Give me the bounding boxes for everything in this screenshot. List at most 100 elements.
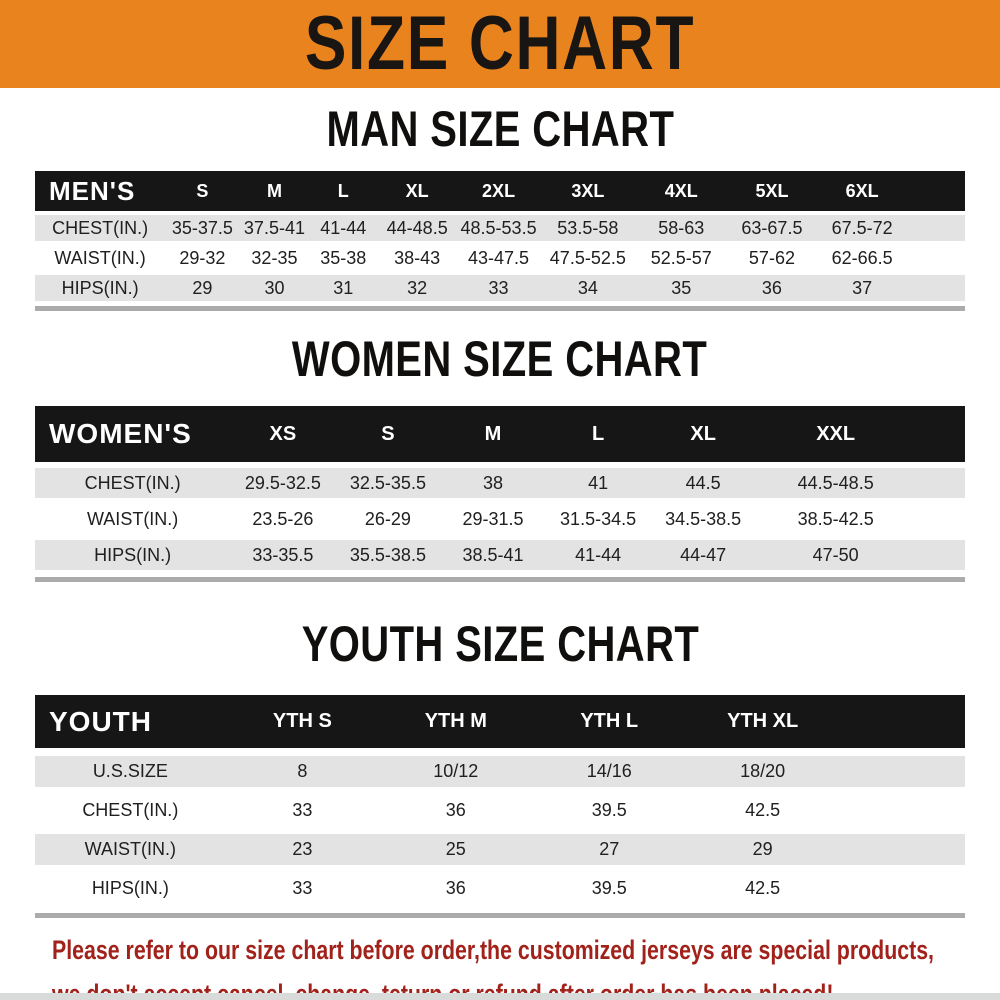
measurement-value: 33-35.5 [230,540,336,570]
size-column-header: L [309,171,378,211]
measurement-label: U.S.SIZE [35,756,226,787]
measurement-value: 33 [457,275,540,301]
footer-notice: Please refer to our size chart before or… [52,928,1000,1000]
measurement-value: 32 [377,275,458,301]
measurement-value: 29-31.5 [440,504,546,534]
measurement-value: 8 [225,756,380,787]
measurement-value: 37.5-41 [239,215,310,241]
measurement-row: HIPS(IN.) 29 30 31 32 33 34 35 36 37 [35,275,965,301]
size-column-header: M [440,406,546,462]
size-column-header: L [545,406,651,462]
measurement-value: 41-44 [309,215,378,241]
measurement-value: 18/20 [685,756,840,787]
measurement-row: CHEST(IN.) 29.5-32.5 32.5-35.5 38 41 44.5 44.5… [35,468,965,498]
banner: SIZE CHART [0,0,1000,88]
measurement-label: HIPS(IN.) [35,540,231,570]
measurement-label: CHEST(IN.) [35,215,166,241]
measurement-value: 32-35 [239,245,310,271]
row-spacer-cell [907,245,965,271]
measurement-label: WAIST(IN.) [35,834,226,865]
size-column-header: S [165,171,240,211]
size-column-header: 5XL [726,171,818,211]
measurement-value: 31 [309,275,378,301]
size-table-header-row: WOMEN'S XS S M L XL XXL [35,406,965,462]
measurement-value: 26-29 [335,504,441,534]
women-size-table: WOMEN'S XS S M L XL XXL CHEST(IN.) 29.5-32.5 32.5… [35,400,965,576]
measurement-label: CHEST(IN.) [35,795,226,826]
measurement-row: HIPS(IN.) 33-35.5 35.5-38.5 38.5-41 41-44 44-… [35,540,965,570]
measurement-row: WAIST(IN.) 29-32 32-35 35-38 38-43 43-47.5 47.… [35,245,965,271]
measurement-value: 36 [379,873,533,904]
measurement-value: 52.5-57 [635,245,727,271]
women-size-heading: WOMEN SIZE CHART [0,331,1000,387]
measurement-value: 67.5-72 [817,215,908,241]
size-column-header: 3XL [539,171,636,211]
table-group-label: MEN'S [35,171,166,211]
measurement-label: WAIST(IN.) [35,504,231,534]
youth-size-heading: YOUTH SIZE CHART [0,616,1000,672]
measurement-label: CHEST(IN.) [35,468,231,498]
measurement-value: 35-38 [309,245,378,271]
measurement-value: 30 [239,275,310,301]
row-spacer-cell [915,468,965,498]
size-column-header: YTH L [532,695,686,748]
measurement-value: 35 [635,275,727,301]
measurement-value: 27 [532,834,686,865]
measurement-value: 57-62 [726,245,818,271]
measurement-value: 33 [225,873,380,904]
measurement-label: HIPS(IN.) [35,873,226,904]
size-column-header: 2XL [457,171,540,211]
size-column-header: XL [650,406,756,462]
measurement-value: 14/16 [532,756,686,787]
row-spacer-cell [839,756,965,787]
row-spacer-cell [907,215,965,241]
measurement-value: 44-47 [650,540,756,570]
size-column-header: XXL [755,406,916,462]
measurement-row: U.S.SIZE 8 10/12 14/16 18/20 [35,756,965,787]
women-size-heading-text: WOMEN SIZE CHART [292,331,708,387]
measurement-value: 34 [539,275,636,301]
measurement-value: 36 [379,795,533,826]
row-spacer-cell [839,834,965,865]
measurement-value: 38 [440,468,546,498]
measurement-value: 39.5 [532,795,686,826]
measurement-value: 38.5-41 [440,540,546,570]
man-size-section: MAN SIZE CHART MEN'S S M L XL 2XL 3XL 4XL 5XL 6XL… [0,101,1000,311]
women-size-section: WOMEN SIZE CHART WOMEN'S XS S M L XL XXL CHEST(… [0,331,1000,582]
measurement-value: 35-37.5 [165,215,240,241]
row-spacer-cell [839,795,965,826]
man-size-table: MEN'S S M L XL 2XL 3XL 4XL 5XL 6XL CHEST(IN.) 35-37… [35,167,965,305]
measurement-row: CHEST(IN.) 35-37.5 37.5-41 41-44 44-48.5 48.5… [35,215,965,241]
header-spacer-cell [915,406,965,462]
size-column-header: XL [377,171,458,211]
row-spacer-cell [907,275,965,301]
measurement-label: WAIST(IN.) [35,245,166,271]
measurement-value: 38-43 [377,245,458,271]
measurement-value: 42.5 [685,795,840,826]
measurement-value: 47.5-52.5 [539,245,636,271]
size-column-header: YTH M [379,695,533,748]
size-table-header-row: YOUTH YTH S YTH M YTH L YTH XL [35,695,965,748]
measurement-value: 33 [225,795,380,826]
measurement-value: 44.5-48.5 [755,468,916,498]
measurement-value: 29 [165,275,240,301]
man-size-heading: MAN SIZE CHART [0,101,1000,157]
measurement-value: 53.5-58 [539,215,636,241]
measurement-value: 37 [817,275,908,301]
row-spacer-cell [915,504,965,534]
measurement-value: 25 [379,834,533,865]
size-column-header: YTH S [225,695,380,748]
measurement-value: 23.5-26 [230,504,336,534]
content: MAN SIZE CHART MEN'S S M L XL 2XL 3XL 4XL 5XL 6XL… [0,101,1000,918]
youth-table-bottom-strip [35,913,965,918]
measurement-value: 47-50 [755,540,916,570]
measurement-value: 43-47.5 [457,245,540,271]
header-spacer-cell [839,695,965,748]
women-table-bottom-strip [35,577,965,582]
youth-size-table: YOUTH YTH S YTH M YTH L YTH XL U.S.SIZE 8 10/12… [35,687,965,912]
measurement-label: HIPS(IN.) [35,275,166,301]
size-column-header: M [239,171,310,211]
measurement-value: 44.5 [650,468,756,498]
size-column-header: 6XL [817,171,908,211]
